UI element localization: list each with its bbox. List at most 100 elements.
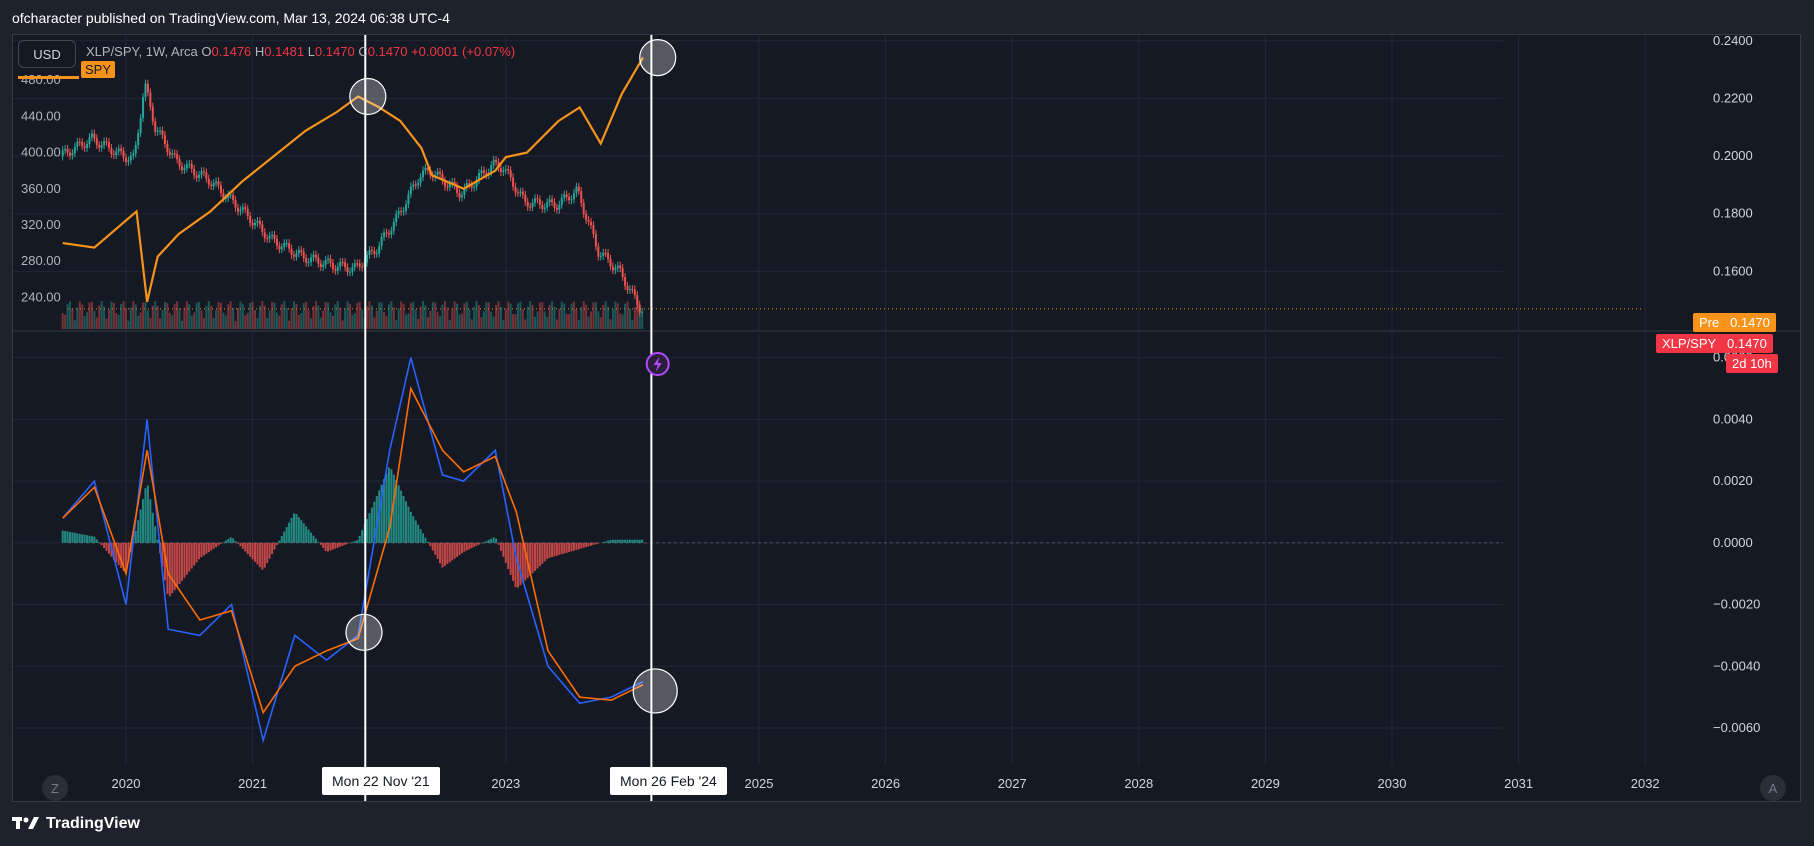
macd-histogram-bar [273, 542, 276, 550]
candle-body [536, 198, 539, 200]
volume-bar [198, 301, 201, 329]
left-axis-tick-360.00: 360.00 [21, 181, 61, 196]
x-tick-label-2032: 2032 [1631, 776, 1660, 791]
volume-bar [348, 303, 351, 329]
macd-histogram-bar [161, 542, 164, 567]
macd-histogram-bar [407, 506, 410, 543]
symbol-label[interactable]: XLP/SPY, 1W, Arca [86, 44, 198, 59]
candle-body [212, 183, 215, 187]
volume-bar [553, 306, 556, 329]
ohlc-legend: XLP/SPY, 1W, Arca O0.1476 H0.1481 L0.147… [86, 44, 515, 59]
volume-bar [475, 301, 478, 329]
macd-histogram-bar [61, 530, 64, 543]
volume-bar [319, 317, 322, 329]
candle-body [356, 263, 359, 265]
volume-bar [290, 308, 293, 329]
macd-axis-tick-0.0000: 0.0000 [1713, 535, 1753, 550]
volume-bar [426, 317, 429, 329]
right-axis-tick-0.2000: 0.2000 [1713, 148, 1753, 163]
currency-button[interactable]: USD [18, 40, 76, 68]
volume-bar [61, 313, 64, 329]
macd-histogram-bar [256, 542, 259, 565]
macd-histogram-bar [426, 541, 429, 543]
macd-histogram-bar [312, 535, 315, 543]
macd-histogram-bar [546, 542, 549, 560]
volume-bar [263, 305, 266, 329]
x-tick-label-2026: 2026 [871, 776, 900, 791]
macd-histogram-bar [280, 536, 283, 543]
volume-bar [507, 301, 510, 329]
volume-bar [283, 301, 286, 329]
volume-bar [468, 309, 471, 329]
macd-histogram-bar [229, 537, 232, 543]
volume-bar [314, 301, 317, 329]
macd-histogram-bar [568, 542, 571, 553]
candle-body [71, 153, 74, 156]
candle-body [239, 209, 242, 212]
candle-body [619, 265, 622, 269]
candle-body [254, 222, 257, 226]
macd-histogram-bar [95, 539, 98, 543]
volume-bar [602, 305, 605, 329]
volume-bar [295, 304, 298, 329]
candle-body [69, 152, 72, 156]
macd-histogram-bar [358, 535, 361, 543]
chart-frame[interactable]: 2020 2021 2023 2025 2026 2027 2028 2029 2030 2031… [12, 34, 1801, 802]
volume-bar [529, 301, 532, 329]
x-tick-label-2027: 2027 [998, 776, 1027, 791]
macd-histogram-bar [417, 524, 420, 543]
candle-body [241, 207, 244, 210]
candle-body [353, 263, 356, 267]
volume-bar [424, 305, 427, 329]
zoom-button[interactable]: Z [42, 775, 68, 801]
macd-histogram-bar [490, 538, 493, 543]
volume-bar [144, 301, 147, 329]
candle-body [548, 199, 551, 203]
macd-histogram-bar [594, 542, 597, 545]
volume-bar [509, 303, 512, 329]
candle-body [446, 186, 449, 188]
left-axis-tick-280.00: 280.00 [21, 253, 61, 268]
volume-bar [292, 301, 295, 329]
volume-bar [176, 301, 179, 329]
auto-scale-button[interactable]: A [1760, 775, 1786, 801]
macd-histogram-bar [577, 542, 580, 550]
chart-canvas[interactable]: 2020 2021 2023 2025 2026 2027 2028 2029 2030 2031… [13, 35, 1800, 801]
candle-body [244, 207, 247, 209]
candle-body [139, 117, 142, 134]
candle-body [300, 250, 303, 252]
macd-histogram-bar [602, 542, 605, 543]
macd-histogram-bar [261, 542, 264, 570]
candle-body [419, 177, 422, 183]
volume-bar [190, 315, 193, 329]
candle-body [504, 169, 507, 171]
volume-bar [526, 306, 529, 329]
candle-body [409, 186, 412, 195]
macd-histogram-bar [353, 541, 356, 543]
candle-body [395, 214, 398, 223]
volume-bar [516, 303, 519, 329]
volume-bar [361, 309, 364, 329]
candle-body [402, 210, 405, 212]
volume-bar [222, 312, 225, 329]
candle-body [195, 175, 198, 178]
macd-histogram-bar [531, 542, 534, 574]
close-value: 0.1470 [367, 44, 408, 59]
macd-histogram-bar [470, 542, 473, 549]
candle-body [312, 254, 315, 258]
macd-histogram-bar [507, 542, 510, 569]
candle-body [273, 234, 276, 239]
footer-brand[interactable]: TradingView [12, 815, 140, 833]
candle-body [373, 250, 376, 254]
candle-body [502, 170, 505, 173]
macd-histogram-bar [619, 539, 622, 543]
macd-histogram-bar [324, 542, 327, 552]
candle-body [261, 224, 264, 233]
volume-bar [302, 302, 305, 329]
candle-body [76, 141, 79, 147]
macd-histogram-bar [392, 474, 395, 543]
candle-body [319, 263, 322, 268]
spy-overlay-tag[interactable]: SPY [81, 61, 116, 78]
macd-histogram-bar [285, 527, 288, 543]
volume-bar [609, 319, 612, 329]
